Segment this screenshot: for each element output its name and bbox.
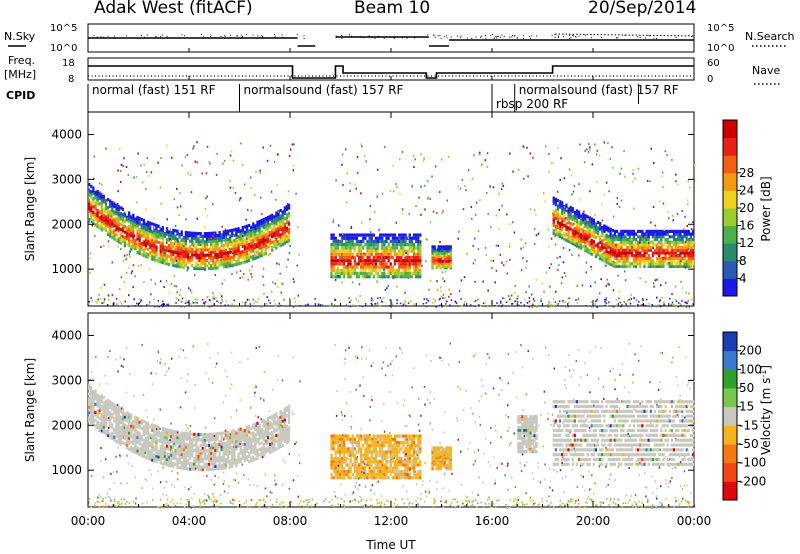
colorbar-swatch (723, 243, 737, 262)
noise-tick-bottom-right: 10^0 (707, 43, 734, 54)
cpid-label: CPID (6, 89, 35, 102)
scatter-echoes (88, 342, 696, 509)
y-tick-label: 3000 (51, 373, 82, 387)
y-tick-label: 3000 (51, 172, 82, 186)
nave-tick-top: 60 (707, 58, 720, 69)
colorbar-swatch (723, 260, 737, 279)
echo-region (330, 233, 422, 279)
power-plot-frame (87, 111, 695, 307)
date-title: 20/Sep/2014 (588, 0, 697, 18)
colorbar-swatch (723, 350, 737, 370)
echo-region (88, 383, 291, 472)
power-ylabel: Slant Range [km] (23, 157, 37, 261)
colorbar-tick-label: 16 (739, 219, 754, 233)
y-tick-label: 4000 (51, 127, 82, 141)
colorbar-swatch (723, 190, 737, 209)
x-tick-label: 12:00 (374, 514, 409, 528)
x-tick-label: 00:00 (71, 514, 106, 528)
velocity-colorbar: 200 100 50 15 -15 -50 -100 -200 (722, 331, 766, 501)
time-axis-label: Time UT (365, 538, 416, 552)
power-colorbar-label: Power [dB] (759, 176, 773, 241)
colorbar-swatch (723, 462, 737, 482)
colorbar-tick-label: -15 (739, 418, 759, 432)
y-tick-label: 2000 (51, 418, 82, 432)
colorbar-tick-label: 28 (739, 166, 754, 180)
station-title: Adak West (fitACF) (94, 0, 253, 18)
colorbar-tick-label: -50 (739, 437, 759, 451)
colorbar-swatch (723, 137, 737, 156)
echo-region (431, 446, 452, 471)
colorbar-swatch (723, 444, 737, 464)
x-tick-label: 04:00 (172, 514, 207, 528)
colorbar-tick-label: 15 (739, 400, 754, 414)
colorbar-swatch (723, 120, 737, 139)
colorbar-swatch (723, 225, 737, 244)
freq-tick-bottom: 8 (68, 74, 74, 85)
nave-tick-bottom: 0 (707, 74, 713, 85)
cpid-segment-label: normalsound (fast) 157 RF (519, 83, 679, 97)
y-tick-label: 1000 (51, 463, 82, 477)
colorbar-tick-label: 100 (739, 362, 762, 376)
beam-title: Beam 10 (354, 0, 431, 18)
y-tick-label: 4000 (51, 328, 82, 342)
colorbar-swatch (723, 425, 737, 445)
colorbar-swatch (723, 208, 737, 227)
colorbar-tick-label: 20 (739, 201, 754, 215)
colorbar-swatch (723, 369, 737, 389)
echo-region (88, 182, 291, 271)
colorbar-tick-label: 4 (739, 271, 747, 285)
frequency-trace (88, 65, 694, 79)
colorbar-swatch (723, 278, 737, 297)
x-tick-label: 00:00 (677, 514, 712, 528)
noise-tick-bottom-left: 10^0 (50, 43, 77, 54)
x-tick-label: 20:00 (576, 514, 611, 528)
freq-unit-label: [MHz] (4, 68, 36, 81)
colorbar-tick-label: -100 (739, 456, 766, 470)
colorbar-tick-label: 200 (739, 344, 762, 358)
noise-tick-top-left: 10^5 (50, 23, 77, 34)
freq-tick-top: 18 (62, 58, 75, 69)
nsearch-label: N.Search (745, 30, 795, 43)
nsearch-trace (555, 33, 695, 37)
colorbar-swatch (723, 406, 737, 426)
velocity-ylabel: Slant Range [km] (23, 358, 37, 462)
cpid-segment-label: normal (fast) 151 RF (92, 83, 216, 97)
colorbar-tick-label: 24 (739, 183, 754, 197)
colorbar-tick-label: -200 (739, 474, 766, 488)
echo-region (431, 245, 452, 270)
y-tick-label: 1000 (51, 262, 82, 276)
colorbar-swatch (723, 155, 737, 174)
colorbar-swatch (723, 388, 737, 408)
noise-tick-top-right: 10^5 (707, 23, 734, 34)
echo-region (517, 415, 538, 454)
nave-label: Nave (752, 64, 780, 77)
colorbar-swatch (723, 172, 737, 191)
cpid-segment-label: normalsound (fast) 157 RF (244, 83, 404, 97)
nsky-trace (88, 36, 694, 47)
nsky-label: N.Sky (4, 30, 36, 43)
power-colorbar: 4 8 12 16 20 24 28 (722, 119, 754, 297)
x-tick-label: 16:00 (475, 514, 510, 528)
colorbar-tick-label: 8 (739, 254, 747, 268)
echo-region (552, 400, 695, 466)
colorbar-swatch (723, 481, 737, 501)
scatter-echoes (88, 141, 696, 308)
cpid-segment-label: rbsp 200 RF (496, 97, 568, 111)
colorbar-tick-label: 50 (739, 381, 754, 395)
echo-region (552, 196, 695, 269)
x-tick-label: 08:00 (273, 514, 308, 528)
colorbar-tick-label: 12 (739, 236, 754, 250)
y-tick-label: 2000 (51, 217, 82, 231)
velocity-colorbar-label: Velocity [m s-1] (759, 365, 774, 455)
freq-label: Freq. (8, 54, 35, 67)
colorbar-swatch (723, 332, 737, 352)
echo-region (330, 434, 422, 480)
